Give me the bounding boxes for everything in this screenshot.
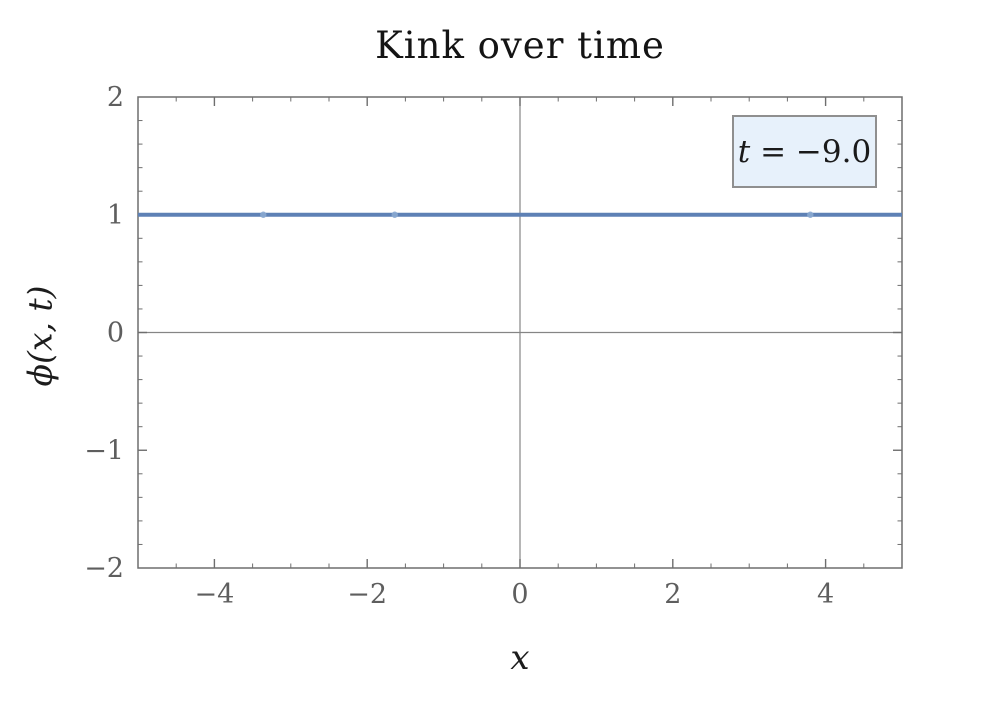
time-annotation-variable: t [737,133,751,170]
x-tick-label: −4 [194,579,234,610]
y-tick-label: 1 [107,200,124,231]
x-tick-label: −2 [347,579,387,610]
time-annotation-box: t = −9.0 [732,115,877,188]
y-tick-label: −2 [84,553,124,584]
x-axis-label: x [510,638,530,678]
time-annotation-value: = −9.0 [750,133,872,170]
x-tick-label: 2 [664,579,681,610]
series-point-marker [807,211,814,218]
y-tick-label: 2 [107,82,124,113]
series-point-marker [260,211,267,218]
y-tick-label: −1 [84,435,124,466]
x-tick-label: 4 [817,579,834,610]
y-axis-label: ϕ(x, t) [20,285,60,387]
y-tick-label: 0 [107,318,124,349]
series-point-marker [391,211,398,218]
plot-frame [137,96,903,569]
plot-title: Kink over time [375,24,665,67]
x-tick-label: 0 [511,579,528,610]
